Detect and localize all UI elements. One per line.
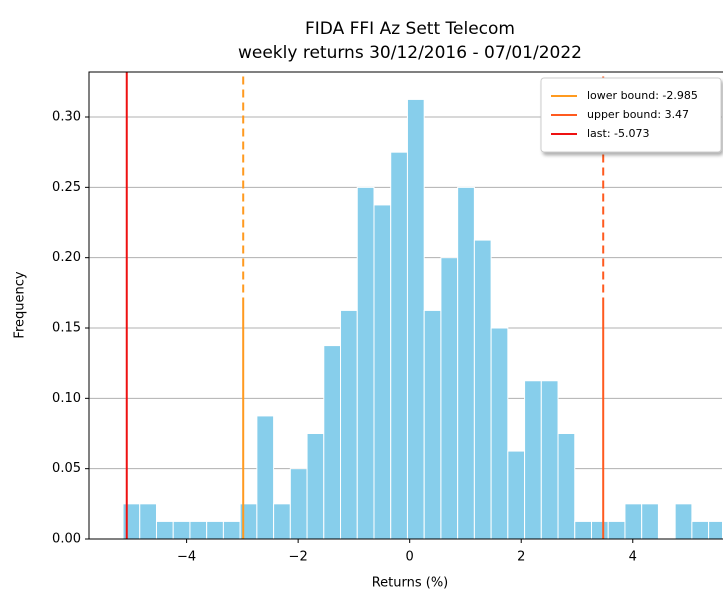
bar (473, 239, 492, 539)
bar (624, 503, 643, 539)
bar (440, 257, 459, 539)
y-tick-label: 0.00 (52, 532, 81, 547)
bar (373, 204, 392, 539)
bar (423, 309, 442, 539)
legend-label: upper bound: 3.47 (587, 108, 689, 121)
x-tick-label: 4 (629, 550, 637, 565)
bar (507, 450, 526, 539)
bar (708, 520, 722, 539)
legend-label: lower bound: -2.985 (587, 89, 698, 102)
bar (390, 151, 408, 539)
y-tick-label: 0.05 (52, 461, 81, 476)
bar (691, 520, 710, 539)
bar (155, 520, 174, 539)
x-tick-label: −2 (289, 550, 308, 565)
bar (256, 415, 275, 539)
legend-box (540, 77, 722, 153)
bar (641, 503, 659, 539)
bar (457, 186, 475, 539)
y-tick-label: 0.30 (52, 110, 81, 125)
legend-label: last: -5.073 (587, 127, 650, 140)
y-tick-label: 0.20 (52, 250, 81, 265)
bar (340, 309, 358, 539)
x-tick-label: −4 (177, 550, 196, 565)
y-tick-label: 0.10 (52, 391, 81, 406)
bar (557, 433, 576, 539)
chart-subtitle: weekly returns 30/12/2016 - 07/01/2022 (238, 43, 582, 63)
bar (222, 520, 241, 539)
bar (574, 520, 592, 539)
chart-title: FIDA FFI Az Sett Telecom (305, 19, 515, 39)
x-axis-label: Returns (%) (372, 576, 449, 591)
bar (273, 503, 291, 539)
axes: 0.00 0.05 0.10 0.15 0.20 0.25 0.30 −4 −2 0 2 4 (52, 71, 723, 565)
y-axis-label: Frequency (13, 271, 28, 338)
bar (206, 520, 224, 539)
x-tick-label: 2 (517, 550, 525, 565)
bar (540, 380, 559, 539)
bar (406, 98, 425, 539)
bar (122, 503, 141, 539)
bar (356, 186, 375, 539)
bar (674, 503, 693, 539)
y-tick-label: 0.15 (52, 321, 81, 336)
bar (289, 468, 308, 539)
bar (306, 433, 325, 539)
plot-area (89, 72, 722, 539)
x-tick-label: 0 (406, 550, 414, 565)
bar (323, 345, 342, 539)
bar (490, 327, 509, 539)
plot-frame (88, 71, 723, 540)
bar (524, 380, 542, 539)
bar (189, 520, 208, 539)
bar (590, 520, 609, 539)
y-tick-label: 0.25 (52, 180, 81, 195)
bar (172, 520, 191, 539)
legend: lower bound: -2.985 upper bound: 3.47 last… (540, 77, 722, 153)
bar (139, 503, 157, 539)
bar (607, 520, 626, 539)
